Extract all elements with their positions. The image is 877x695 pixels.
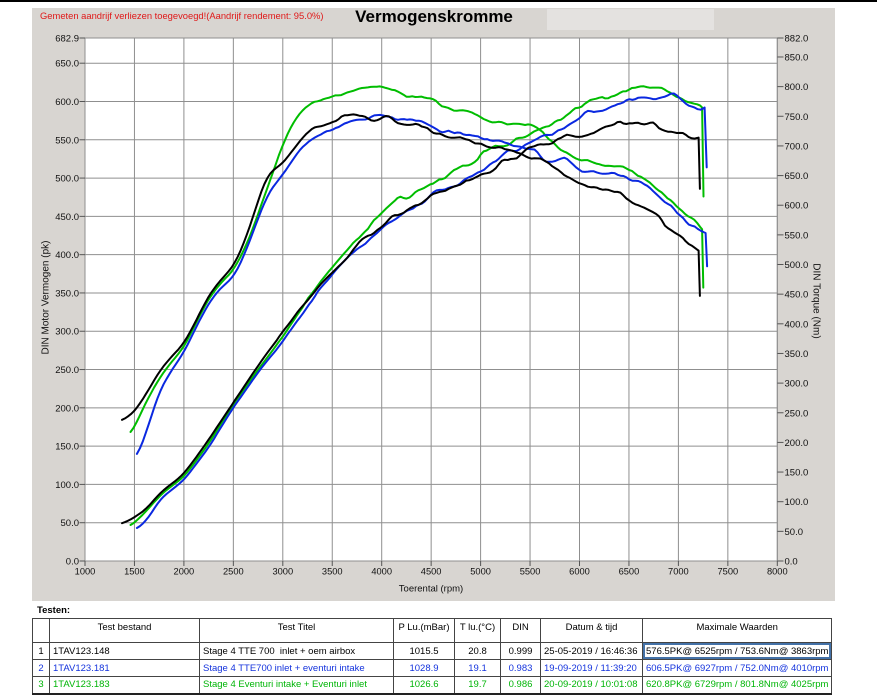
- svg-text:6000: 6000: [569, 567, 590, 577]
- svg-text:100.0: 100.0: [785, 497, 809, 508]
- svg-text:50.0: 50.0: [785, 527, 804, 538]
- svg-text:750.0: 750.0: [785, 112, 809, 123]
- svg-text:6500: 6500: [619, 567, 640, 577]
- svg-text:400.0: 400.0: [785, 319, 809, 330]
- svg-text:5500: 5500: [520, 567, 541, 577]
- svg-text:250.0: 250.0: [785, 408, 809, 419]
- svg-text:7500: 7500: [718, 567, 739, 577]
- svg-text:3000: 3000: [272, 567, 293, 577]
- svg-text:300.0: 300.0: [785, 379, 809, 390]
- svg-text:700.0: 700.0: [785, 141, 809, 152]
- svg-text:Toerental (rpm): Toerental (rpm): [399, 584, 463, 595]
- svg-text:300.0: 300.0: [55, 327, 79, 338]
- svg-text:882.0: 882.0: [785, 34, 809, 45]
- svg-text:50.0: 50.0: [61, 518, 80, 529]
- svg-text:850.0: 850.0: [785, 52, 809, 63]
- svg-text:200.0: 200.0: [785, 438, 809, 449]
- svg-text:650.0: 650.0: [785, 171, 809, 182]
- svg-text:3500: 3500: [322, 567, 343, 577]
- svg-text:250.0: 250.0: [55, 365, 79, 376]
- svg-text:800.0: 800.0: [785, 82, 809, 93]
- svg-text:2500: 2500: [223, 567, 244, 577]
- svg-text:550.0: 550.0: [55, 135, 79, 146]
- svg-text:100.0: 100.0: [55, 480, 79, 491]
- svg-text:4000: 4000: [371, 567, 392, 577]
- svg-text:2000: 2000: [174, 567, 195, 577]
- svg-text:0.0: 0.0: [66, 557, 79, 568]
- svg-text:1000: 1000: [75, 567, 96, 577]
- svg-text:600.0: 600.0: [55, 97, 79, 108]
- svg-text:8000: 8000: [767, 567, 788, 577]
- svg-text:682.9: 682.9: [55, 34, 79, 45]
- svg-text:350.0: 350.0: [55, 288, 79, 299]
- svg-text:400.0: 400.0: [55, 250, 79, 261]
- svg-text:200.0: 200.0: [55, 403, 79, 414]
- svg-text:150.0: 150.0: [785, 468, 809, 479]
- svg-text:500.0: 500.0: [785, 260, 809, 271]
- svg-text:650.0: 650.0: [55, 59, 79, 70]
- svg-text:600.0: 600.0: [785, 201, 809, 212]
- svg-text:550.0: 550.0: [785, 230, 809, 241]
- svg-text:5000: 5000: [470, 567, 491, 577]
- svg-text:450.0: 450.0: [785, 290, 809, 301]
- svg-text:DIN Motor Vermogen (pk): DIN Motor Vermogen (pk): [41, 241, 52, 355]
- svg-text:0.0: 0.0: [785, 557, 798, 568]
- svg-text:150.0: 150.0: [55, 442, 79, 453]
- svg-text:350.0: 350.0: [785, 349, 809, 360]
- svg-text:450.0: 450.0: [55, 212, 79, 223]
- svg-text:4500: 4500: [421, 567, 442, 577]
- svg-text:7000: 7000: [668, 567, 689, 577]
- svg-text:1500: 1500: [124, 567, 145, 577]
- svg-text:500.0: 500.0: [55, 174, 79, 185]
- svg-text:DIN Torque (Nm): DIN Torque (Nm): [811, 263, 822, 338]
